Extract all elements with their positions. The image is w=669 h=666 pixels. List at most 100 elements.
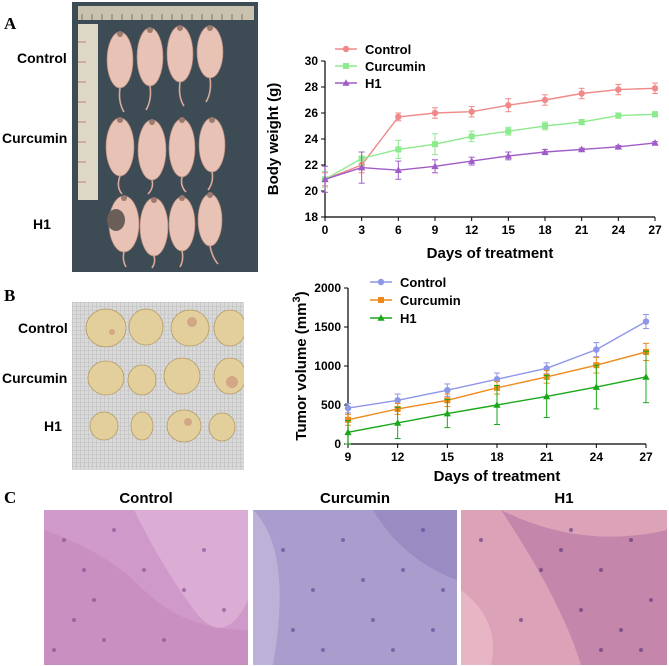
data-point [394, 397, 401, 404]
series-curcumin [322, 111, 658, 188]
data-point [444, 386, 451, 394]
y-tick-label: 2000 [314, 281, 341, 295]
data-point [578, 90, 585, 97]
data-point [505, 102, 512, 109]
data-point [505, 128, 512, 135]
legend-marker [343, 63, 349, 69]
panel-a-letter: A [4, 14, 17, 33]
legend-label-curcumin: Curcumin [365, 59, 426, 74]
data-point [578, 119, 585, 126]
x-tick-label: 6 [395, 223, 402, 237]
series-h1 [321, 139, 659, 193]
data-point [344, 428, 352, 436]
tumor-photo [72, 302, 244, 470]
data-point [394, 419, 402, 426]
data-point [443, 409, 451, 417]
data-point [652, 111, 658, 118]
y-axis-label: Tumor volume (mm3) [291, 291, 310, 440]
x-tick-label: 18 [538, 223, 552, 237]
legend-label-curcumin: Curcumin [400, 293, 461, 308]
y-tick-label: 1500 [314, 320, 341, 334]
legend-label-control: Control [365, 42, 411, 57]
data-point [468, 108, 475, 115]
data-point [593, 346, 600, 353]
mice-row-label-curcumin: Curcumin [2, 130, 68, 146]
series-line-curcumin [324, 113, 656, 180]
legend-label-control: Control [400, 275, 446, 290]
data-point [543, 365, 550, 372]
data-point [614, 143, 622, 150]
data-point [431, 162, 439, 170]
data-point [395, 113, 402, 121]
data-point [651, 139, 659, 146]
data-point [615, 86, 622, 93]
data-point [432, 141, 438, 148]
y-tick-label: 22 [305, 158, 319, 172]
y-tick-label: 20 [305, 184, 319, 198]
data-point [642, 373, 650, 380]
tumor-photo-graphic [72, 302, 244, 470]
data-point [493, 401, 501, 408]
legend-marker [377, 278, 385, 286]
mice-row-label-control: Control [17, 50, 67, 66]
y-axis-label-superscript: 3 [291, 296, 303, 302]
he-image-curcumin [253, 510, 457, 665]
y-tick-label: 1000 [314, 359, 341, 373]
tumor-volume-chart: 0 500 1000 1500 2000 9 12 15 18 21 24 27 Days of tre… [291, 275, 653, 485]
data-point [431, 109, 439, 117]
he-h1-graphic [461, 510, 667, 665]
series-control [321, 82, 659, 187]
x-tick-label: 12 [391, 450, 405, 464]
x-axis-label: Days of treatment [427, 245, 554, 262]
y-axis-label: Body weight (g) [265, 83, 282, 196]
data-point [615, 112, 622, 119]
x-tick-label: 9 [432, 223, 439, 237]
tumor-row-label-curcumin: Curcumin [2, 370, 68, 386]
y-tick-label: 500 [321, 398, 341, 412]
he-curcumin-graphic [253, 510, 457, 665]
data-point [541, 96, 549, 104]
x-tick-label: 9 [345, 450, 352, 464]
x-tick-label: 24 [590, 450, 604, 464]
mice-photo-graphic [72, 2, 258, 272]
x-tick-label: 3 [358, 223, 365, 237]
data-point [345, 416, 351, 423]
data-point [344, 404, 352, 412]
he-image-h1 [461, 510, 667, 665]
x-tick-label: 21 [540, 450, 554, 464]
tumor-row-label-control: Control [18, 320, 68, 336]
y-tick-label: 0 [334, 437, 341, 451]
panel-b-letter: B [4, 286, 16, 305]
legend-label-h1: H1 [400, 311, 417, 326]
series-line-h1 [324, 142, 656, 180]
data-point [394, 166, 402, 173]
x-axis-label: Days of treatment [434, 468, 561, 485]
series-h1 [344, 350, 650, 445]
data-point [321, 175, 329, 183]
x-tick-label: 21 [575, 223, 589, 237]
he-control-graphic [44, 510, 248, 665]
x-tick-label: 15 [441, 450, 455, 464]
data-point [642, 318, 650, 325]
x-tick-label: 24 [612, 223, 626, 237]
legend-label-h1: H1 [365, 76, 382, 91]
data-point [651, 85, 659, 92]
y-axis-label-end: ) [293, 291, 310, 296]
he-label-curcumin: Curcumin [319, 490, 390, 507]
data-point [395, 146, 402, 153]
data-point [468, 133, 475, 140]
he-label-control: Control [119, 490, 173, 507]
x-tick-label: 0 [322, 223, 329, 237]
y-tick-label: 24 [305, 132, 319, 146]
he-label-h1: H1 [554, 490, 574, 507]
data-point [578, 145, 586, 153]
series-line-control [324, 87, 656, 180]
data-point [541, 148, 549, 155]
y-tick-label: 26 [305, 106, 319, 120]
mice-row-label-h1: H1 [33, 216, 51, 232]
legend-marker [378, 297, 384, 303]
x-tick-label: 27 [639, 450, 653, 464]
panel-c-letter: C [4, 488, 17, 507]
legend-marker [377, 314, 385, 321]
mice-photo [72, 2, 258, 272]
